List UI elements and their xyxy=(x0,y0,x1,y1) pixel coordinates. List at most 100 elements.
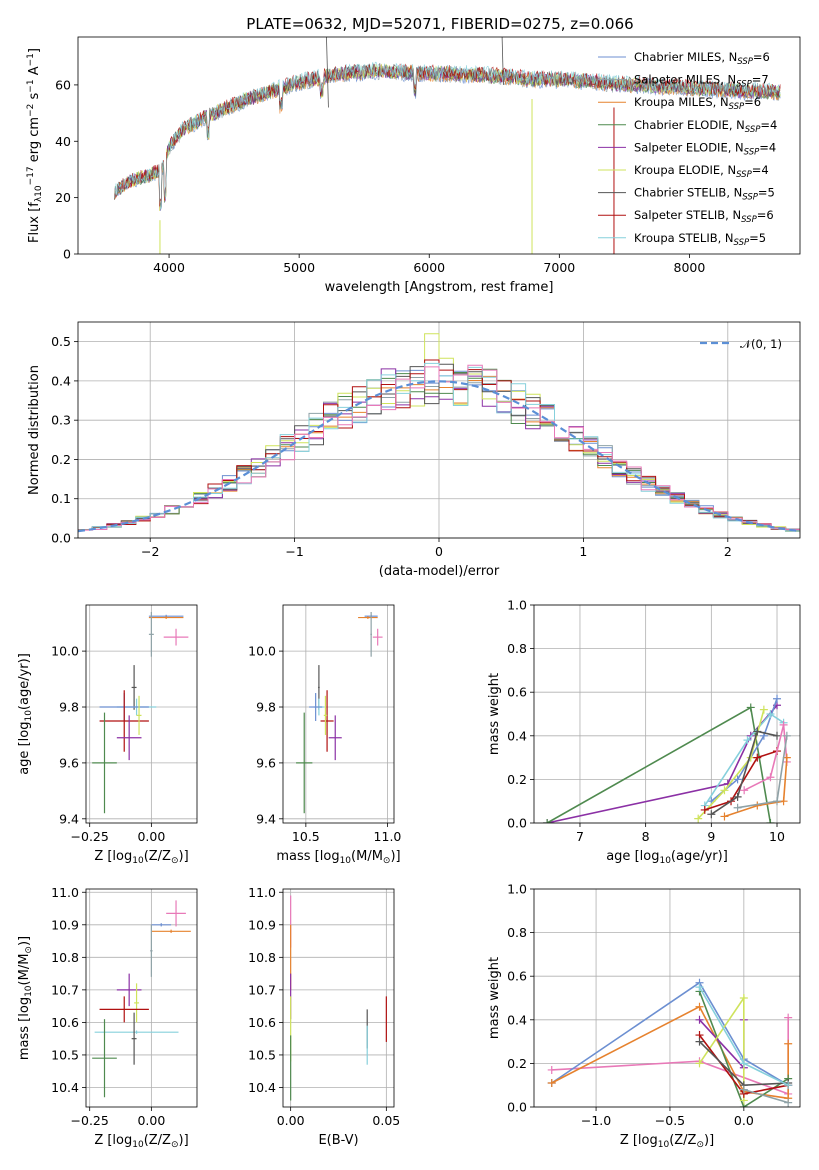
ylabel-spectrum-part: erg cm xyxy=(27,117,42,166)
ytick-label-3: 10.0 xyxy=(248,644,276,659)
panel-mass-vs-EBV: 0.00 0.05 10.4 10.5 10.6 10.7 10.8 10.9 11.0 E(B-… xyxy=(248,885,400,1148)
ytick-label-0: 9.4 xyxy=(256,811,276,826)
ylabel-spectrum-part: λ xyxy=(34,196,44,202)
ylabel-spectrum-part: A xyxy=(27,66,42,79)
ytick-label-2: 10.6 xyxy=(51,1015,79,1030)
legend-label-2: Kroupa MILES, NSSP=6 xyxy=(634,95,761,112)
weight-line-1 xyxy=(551,981,789,1086)
weight-point-2-1 xyxy=(695,1002,704,1011)
weight-point-5-0 xyxy=(700,805,709,814)
xtick-label-2: 6000 xyxy=(413,260,445,275)
xlabel-weight-vs-Z-part: ⊙ xyxy=(696,1140,704,1150)
weight-point-4-0 xyxy=(695,1015,704,1024)
legend-text: Chabrier ELODIE, N xyxy=(634,118,745,132)
weight-line-5 xyxy=(704,750,778,811)
legend-label-5: Kroupa ELODIE, NSSP=4 xyxy=(634,163,769,180)
axes-frame-mass-vs-EBV xyxy=(282,888,395,1108)
marks-weight-vs-age xyxy=(543,694,791,823)
axes-frame-age-vs-Z xyxy=(85,604,198,824)
legend-sub: SSP xyxy=(736,80,752,90)
ytick-label-1: 9.6 xyxy=(256,755,276,770)
legend-label-gauss: 𝒩(0, 1) xyxy=(740,337,782,351)
spectrum-spike-2 xyxy=(501,37,504,85)
axes-frame-spectrum xyxy=(77,36,801,255)
weight-point-0-3 xyxy=(784,1013,793,1022)
axes-frame-age-vs-mass xyxy=(282,604,395,824)
ylabel-residuals: Normed distribution xyxy=(27,365,42,495)
ytick-label-3: 10.0 xyxy=(51,644,79,659)
ylabel-spectrum-part: −1 xyxy=(26,53,36,66)
xtick-label-3: 1 xyxy=(579,544,587,559)
xtick-label-1: 11.0 xyxy=(374,829,402,844)
legend-text: Kroupa STELIB, N xyxy=(634,231,734,245)
xtick-label-0: −2 xyxy=(141,544,159,559)
xtick-label-0: −0.25 xyxy=(71,829,109,844)
xlabel-weight-vs-Z-part: Z [log xyxy=(620,1133,658,1148)
legend-label-6: Chabrier STELIB, NSSP=5 xyxy=(634,186,775,203)
ytick-label-6: 11.0 xyxy=(248,885,276,900)
legend-n: =4 xyxy=(752,163,769,177)
marks-age-vs-mass xyxy=(296,611,383,814)
weight-point-9-1 xyxy=(773,797,782,806)
panel-age-vs-Z: −0.25 0.009.49.69.810.0Z [log10(Z/Z⊙)]age… xyxy=(17,604,198,866)
xtick-label-1: 0.05 xyxy=(372,1113,400,1128)
legend-sub: SSP xyxy=(742,193,758,203)
weight-point-9-0 xyxy=(739,1085,748,1094)
xtick-label-3: 7000 xyxy=(543,260,575,275)
ylabel-age-vs-Z-part: 10 xyxy=(24,710,34,722)
ytick-label-4: 10.8 xyxy=(51,950,79,965)
xlabel-age-vs-mass-part: ⊙ xyxy=(383,856,391,866)
ytick-label-3: 0.6 xyxy=(507,969,527,984)
ytick-label-1: 20 xyxy=(55,190,71,205)
xtick-label-1: 5000 xyxy=(283,260,315,275)
xlabel-spectrum: wavelength [Angstrom, rest frame] xyxy=(325,280,554,295)
weight-point-8-0 xyxy=(720,812,729,821)
weight-point-6-1 xyxy=(733,792,742,801)
xlabel-weight-vs-Z-part: (Z/Z xyxy=(669,1133,696,1148)
legend-label-0: Chabrier MILES, NSSP=6 xyxy=(634,50,770,67)
ytick-label-4: 10.8 xyxy=(248,950,276,965)
marks-age-vs-Z xyxy=(92,611,189,814)
weight-point-8-0 xyxy=(695,983,704,992)
ytick-label-1: 0.2 xyxy=(507,772,527,787)
xlabel-residuals: (data-model)/error xyxy=(379,564,500,579)
xlabel-mass-vs-Z: Z [log10(Z/Z⊙)] xyxy=(94,1133,188,1150)
legend-text: Chabrier STELIB, N xyxy=(634,186,742,200)
weight-point-6-0 xyxy=(707,810,716,819)
xlabel-age-vs-mass: mass [log10(M/M⊙)] xyxy=(276,849,400,866)
weight-line-9 xyxy=(743,1088,789,1104)
weight-point-6-2 xyxy=(753,727,762,736)
weight-point-4-1 xyxy=(720,786,729,795)
xlabel-age-vs-mass-part: mass [log xyxy=(276,849,339,864)
xtick-label-0: 0.00 xyxy=(277,1113,305,1128)
weight-point-2-0 xyxy=(547,1079,556,1088)
ytick-label-1: 0.1 xyxy=(51,491,71,506)
ytick-label-2: 0.4 xyxy=(507,1012,527,1027)
legend-text: Salpeter STELIB, N xyxy=(634,208,741,222)
ylabel-spectrum-part: −1 xyxy=(26,79,36,92)
ytick-label-5: 1.0 xyxy=(507,882,527,897)
ytick-label-0: 10.4 xyxy=(51,1080,79,1095)
ytick-label-0: 0 xyxy=(63,247,71,262)
axes-frame-weight-vs-Z xyxy=(533,888,801,1108)
weight-point-3-2 xyxy=(766,710,775,718)
xlabel-age-vs-Z-part: Z [log xyxy=(94,849,132,864)
weight-point-5-1 xyxy=(739,994,748,1002)
xlabel-mass-vs-Z-part: Z [log xyxy=(94,1133,132,1148)
weight-point-7-2 xyxy=(779,720,788,729)
ytick-label-1: 9.6 xyxy=(59,755,79,770)
weight-point-9-1 xyxy=(784,1098,793,1107)
panel-mass-vs-Z: −0.25 0.00 10.4 10.5 10.6 10.7 10.8 10.9 11.0 Z [… xyxy=(17,885,198,1150)
xtick-label-1: −1 xyxy=(285,544,303,559)
xtick-label-0: −1.0 xyxy=(581,1113,611,1128)
ytick-label-6: 11.0 xyxy=(51,885,79,900)
legend-text: Kroupa ELODIE, N xyxy=(634,163,736,177)
ytick-label-0: 9.4 xyxy=(59,811,79,826)
xlabel-mass-vs-EBV: E(B-V) xyxy=(318,1133,358,1148)
xtick-label-0: 10.5 xyxy=(292,829,320,844)
ytick-label-2: 9.8 xyxy=(59,700,79,715)
panel-residuals: 𝒩(0, 1) −2 −1 0 1 2 0.0 0.1 0.2 0.3 0.4 0.5 (data-mo… xyxy=(27,321,801,579)
